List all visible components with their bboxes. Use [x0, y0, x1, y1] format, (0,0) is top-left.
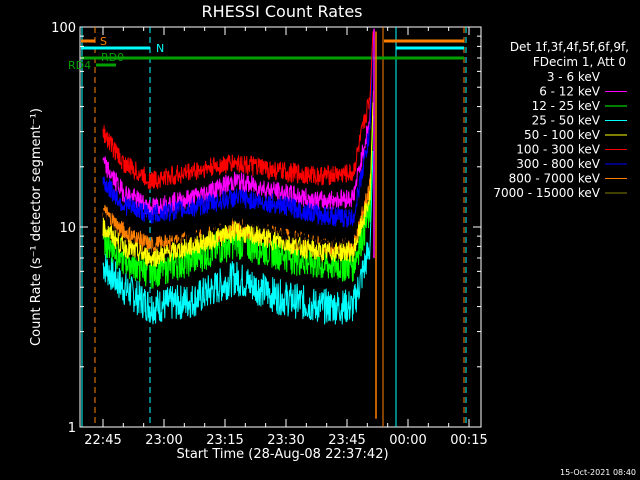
- y-axis-label: Count Rate (s⁻¹ detector segment⁻¹): [29, 108, 44, 346]
- plot-frame: [79, 26, 482, 428]
- legend-entry-label: 100 - 300 keV: [516, 143, 600, 157]
- flag-label-rd4: RD4: [68, 59, 91, 72]
- series-line: [102, 150, 374, 325]
- x-tick-label: 00:15: [450, 433, 487, 448]
- x-axis-label: Start Time (28-Aug-08 22:37:42): [176, 447, 388, 462]
- y-axis: 1 10 100: [51, 21, 481, 436]
- legend-entry-label: 25 - 50 keV: [532, 114, 601, 128]
- series-line: [102, 36, 374, 228]
- flag-label-rd0: RD0: [101, 51, 124, 64]
- y-tick-label: 1: [68, 421, 76, 436]
- series-line: [102, 102, 374, 268]
- legend-entry-label: 3 - 6 keV: [547, 70, 601, 84]
- legend: Det 1f,3f,4f,5f,6f,9f, FDecim 1, Att 0 3…: [493, 40, 629, 200]
- flag-label-n: N: [156, 42, 164, 55]
- legend-entry-label: 6 - 12 keV: [539, 85, 601, 99]
- series-line: [102, 31, 374, 190]
- x-tick-label: 23:30: [267, 433, 304, 448]
- legend-entry-label: 50 - 100 keV: [524, 128, 601, 142]
- plot-area: [79, 26, 482, 428]
- legend-header-line-1: Det 1f,3f,4f,5f,6f,9f,: [510, 40, 629, 54]
- legend-entry-label: 7000 - 15000 keV: [493, 186, 600, 200]
- x-tick-label: 23:15: [206, 433, 243, 448]
- x-axis: 22:45 23:00 23:15 23:30 23:45 00:00 00:15: [84, 27, 488, 448]
- timestamp: 15-Oct-2021 08:40: [560, 468, 636, 477]
- chart-title: RHESSI Count Rates: [202, 2, 363, 21]
- y-tick-label: 100: [51, 21, 76, 36]
- x-tick-label: 00:00: [389, 433, 426, 448]
- x-tick-label: 23:45: [328, 433, 365, 448]
- x-tick-label: 22:45: [84, 433, 121, 448]
- series-layer: [102, 28, 377, 419]
- legend-entry-label: 300 - 800 keV: [516, 157, 600, 171]
- legend-entry-label: 12 - 25 keV: [532, 99, 601, 113]
- legend-entry-label: 800 - 7000 keV: [509, 172, 601, 186]
- flag-label-s: S: [100, 35, 107, 48]
- legend-header-line-2: FDecim 1, Att 0: [533, 55, 626, 69]
- x-tick-label: 23:00: [145, 433, 182, 448]
- y-tick-label: 10: [59, 221, 76, 236]
